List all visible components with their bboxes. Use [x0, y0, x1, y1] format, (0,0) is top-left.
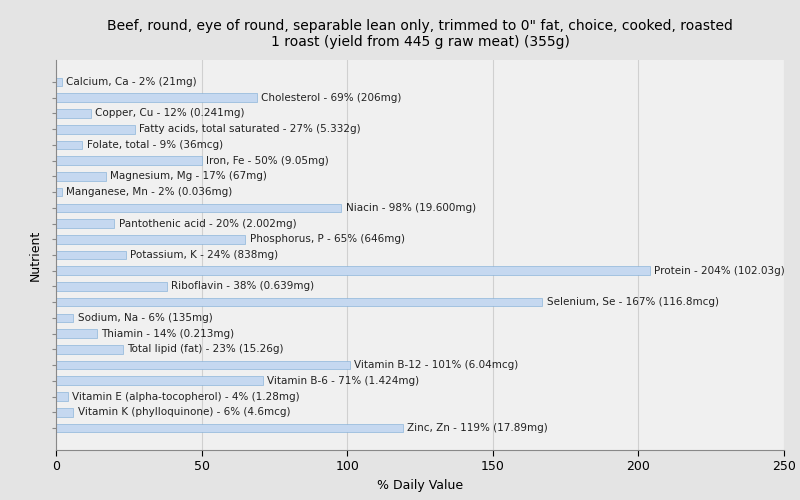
Bar — [56, 204, 342, 212]
Text: Vitamin B-6 - 71% (1.424mg): Vitamin B-6 - 71% (1.424mg) — [267, 376, 419, 386]
Text: Riboflavin - 38% (0.639mg): Riboflavin - 38% (0.639mg) — [171, 282, 314, 292]
Bar — [56, 188, 62, 196]
Bar — [56, 376, 262, 385]
Bar — [56, 392, 68, 401]
Text: Fatty acids, total saturated - 27% (5.332g): Fatty acids, total saturated - 27% (5.33… — [139, 124, 361, 134]
Bar — [56, 125, 134, 134]
Text: Vitamin B-12 - 101% (6.04mcg): Vitamin B-12 - 101% (6.04mcg) — [354, 360, 518, 370]
Bar — [56, 156, 202, 165]
Bar — [56, 78, 62, 86]
Bar — [56, 140, 82, 149]
Text: Vitamin E (alpha-tocopherol) - 4% (1.28mg): Vitamin E (alpha-tocopherol) - 4% (1.28m… — [72, 392, 300, 402]
Text: Potassium, K - 24% (838mg): Potassium, K - 24% (838mg) — [130, 250, 278, 260]
Text: Manganese, Mn - 2% (0.036mg): Manganese, Mn - 2% (0.036mg) — [66, 187, 233, 197]
Bar — [56, 314, 74, 322]
Text: Magnesium, Mg - 17% (67mg): Magnesium, Mg - 17% (67mg) — [110, 172, 266, 181]
Text: Vitamin K (phylloquinone) - 6% (4.6mcg): Vitamin K (phylloquinone) - 6% (4.6mcg) — [78, 407, 290, 417]
Bar — [56, 282, 166, 291]
Text: Thiamin - 14% (0.213mg): Thiamin - 14% (0.213mg) — [101, 328, 234, 338]
Bar — [56, 266, 650, 275]
Text: Niacin - 98% (19.600mg): Niacin - 98% (19.600mg) — [346, 203, 476, 213]
Bar — [56, 360, 350, 370]
Bar — [56, 345, 123, 354]
Text: Selenium, Se - 167% (116.8mcg): Selenium, Se - 167% (116.8mcg) — [546, 297, 718, 307]
Title: Beef, round, eye of round, separable lean only, trimmed to 0" fat, choice, cooke: Beef, round, eye of round, separable lea… — [107, 19, 733, 49]
Bar — [56, 250, 126, 260]
Text: Sodium, Na - 6% (135mg): Sodium, Na - 6% (135mg) — [78, 313, 213, 323]
Text: Cholesterol - 69% (206mg): Cholesterol - 69% (206mg) — [262, 93, 402, 103]
Bar — [56, 408, 74, 416]
Text: Total lipid (fat) - 23% (15.26g): Total lipid (fat) - 23% (15.26g) — [127, 344, 284, 354]
Text: Zinc, Zn - 119% (17.89mg): Zinc, Zn - 119% (17.89mg) — [407, 423, 548, 433]
Text: Iron, Fe - 50% (9.05mg): Iron, Fe - 50% (9.05mg) — [206, 156, 329, 166]
Bar — [56, 94, 257, 102]
Bar — [56, 235, 246, 244]
Text: Phosphorus, P - 65% (646mg): Phosphorus, P - 65% (646mg) — [250, 234, 405, 244]
Text: Copper, Cu - 12% (0.241mg): Copper, Cu - 12% (0.241mg) — [95, 108, 245, 118]
Bar — [56, 424, 402, 432]
Bar — [56, 172, 106, 180]
Text: Pantothenic acid - 20% (2.002mg): Pantothenic acid - 20% (2.002mg) — [118, 218, 296, 228]
Bar — [56, 330, 97, 338]
Text: Calcium, Ca - 2% (21mg): Calcium, Ca - 2% (21mg) — [66, 77, 197, 87]
Text: Folate, total - 9% (36mcg): Folate, total - 9% (36mcg) — [86, 140, 222, 150]
Text: Protein - 204% (102.03g): Protein - 204% (102.03g) — [654, 266, 785, 276]
X-axis label: % Daily Value: % Daily Value — [377, 479, 463, 492]
Bar — [56, 109, 91, 118]
Bar — [56, 219, 114, 228]
Bar — [56, 298, 542, 306]
Y-axis label: Nutrient: Nutrient — [29, 230, 42, 280]
